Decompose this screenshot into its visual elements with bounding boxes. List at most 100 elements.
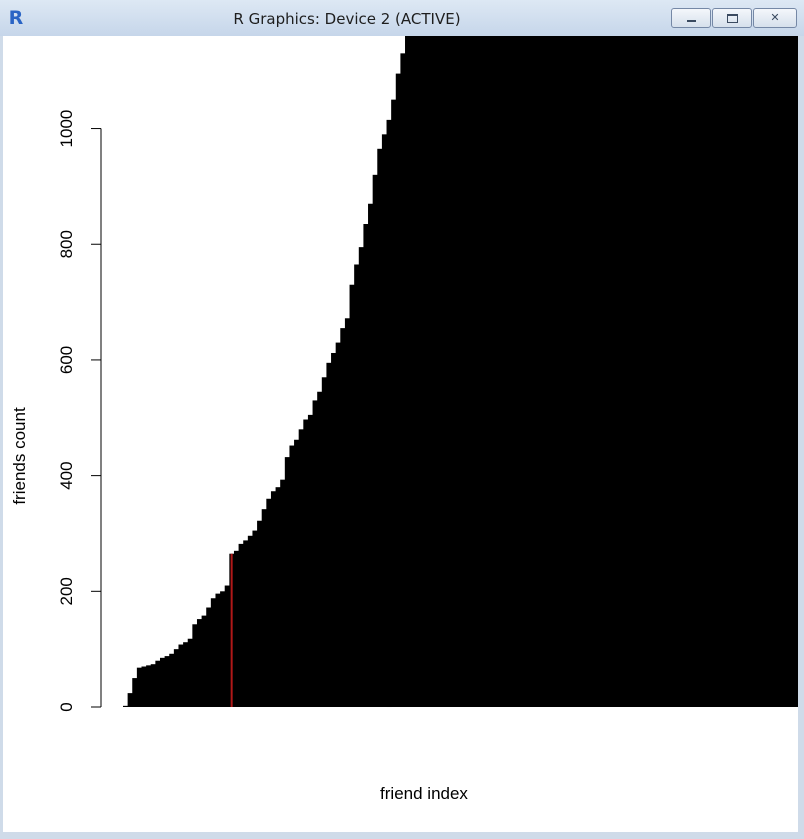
bar [455,36,462,707]
bar [428,36,434,707]
bar [363,224,369,707]
bar [442,36,448,707]
y-tick-label: 200 [57,577,76,605]
bar [663,36,670,707]
r-logo-icon[interactable]: R [8,7,24,29]
bar [682,36,688,707]
bar [123,705,129,707]
bar [201,615,207,707]
bars-group [123,36,799,708]
bar [724,36,730,707]
bar [793,36,799,707]
bar [349,284,355,707]
bar [196,619,203,707]
maximize-icon [727,14,738,23]
bar [465,36,471,707]
bar [613,36,619,707]
bar [437,36,443,707]
bar [275,487,281,707]
bar [169,653,175,707]
bar [335,342,341,707]
bar [252,530,258,707]
bar [451,36,457,707]
bar [243,540,249,707]
bar [539,36,545,707]
bar [164,656,170,707]
bar [257,520,263,707]
bar [270,491,277,707]
bar [326,362,332,707]
bar [418,36,425,707]
bar [238,543,244,707]
bar [183,642,189,707]
bar [557,36,563,707]
maximize-button[interactable] [712,8,752,28]
bar [233,550,240,707]
bar [576,36,582,707]
bar [779,36,785,707]
bar [141,666,147,707]
bar [210,598,217,707]
bar [506,36,512,707]
bar [409,36,415,707]
bar [474,36,480,707]
bar [645,36,651,707]
bar [150,664,156,707]
bar [478,36,485,707]
bar [483,36,489,707]
y-axis: 0 200 400 600 800 1000 [57,110,102,712]
bar [368,203,374,707]
bar [146,665,152,707]
bar [511,36,517,707]
bar [377,148,383,708]
x-axis-label: friend index [380,784,468,803]
bar [446,36,452,707]
bar [215,593,221,707]
bar [636,36,642,707]
bar [788,36,794,707]
bar [460,36,466,707]
bar [395,73,401,708]
bar [529,36,536,707]
bar [321,377,328,707]
bar [747,36,753,707]
bar [469,36,475,707]
bar [650,36,656,707]
bar [626,36,633,707]
minimize-button[interactable] [671,8,711,28]
bar [603,36,610,707]
bar [136,667,143,707]
bar [386,119,392,708]
bar [294,439,300,707]
close-button[interactable]: ✕ [753,8,797,28]
bar [737,36,744,707]
bar [266,498,272,707]
bar [358,247,365,707]
bar [691,36,697,707]
bar [562,36,568,707]
bar [654,36,660,707]
bar [677,36,684,707]
bar [317,391,323,707]
bar [622,36,628,707]
title-bar[interactable]: R R Graphics: Device 2 (ACTIVE) ✕ [0,0,804,36]
bar [640,36,647,707]
bar [751,36,757,707]
bar [488,36,494,707]
y-tick-label: 800 [57,230,76,258]
bar [566,36,573,707]
bar [423,36,429,707]
bar [714,36,720,707]
bar [127,693,133,707]
bar [381,134,388,708]
bar [312,400,318,707]
bar [659,36,665,707]
y-tick-label: 600 [57,346,76,374]
bar [696,36,702,707]
bar [585,36,591,707]
close-icon: ✕ [770,11,780,24]
y-tick-label: 0 [57,702,76,711]
bar [520,36,526,707]
plot-canvas: 0 200 400 600 800 1000 friend index friends c… [3,36,799,832]
